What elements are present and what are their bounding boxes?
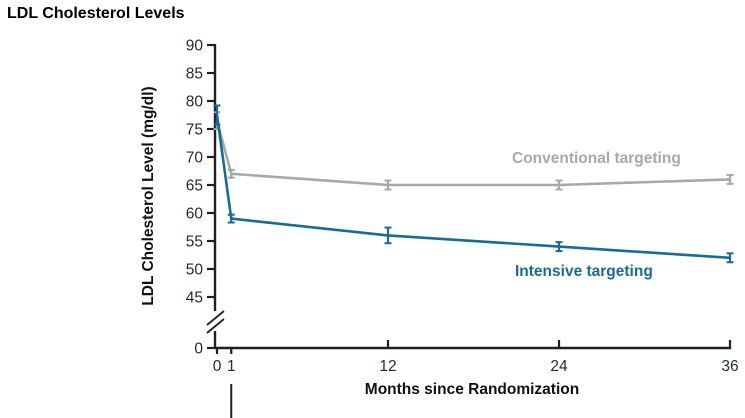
axis-break-slash — [206, 310, 225, 326]
x-axis-label: Months since Randomization — [364, 381, 580, 398]
chart-title: LDL Cholesterol Levels — [7, 5, 185, 22]
axis-break-slash — [206, 318, 225, 334]
series-label-intensive: Intensive targeting — [515, 263, 653, 280]
intensive-series-line — [215, 114, 731, 260]
x-tick-label: 24 — [550, 358, 568, 375]
y-tick-label: 65 — [186, 178, 203, 195]
y-tick-label: 70 — [186, 150, 204, 167]
x-tick-label: 0 — [213, 358, 222, 375]
x-tick-label: 12 — [379, 358, 396, 375]
y-tick-label: 50 — [186, 262, 204, 279]
y-tick-label: 90 — [186, 38, 204, 55]
y-tick-label: 80 — [186, 94, 204, 111]
x-tick-label: 36 — [721, 358, 738, 375]
y-tick-label: 55 — [186, 234, 203, 251]
x-tick-label: 1 — [227, 358, 236, 375]
y-tick-label: 85 — [186, 66, 203, 83]
y-tick-label-zero: 0 — [194, 341, 203, 358]
y-tick-label: 75 — [186, 122, 203, 139]
y-tick-label: 60 — [186, 206, 204, 223]
conventional-series-line — [215, 120, 731, 187]
y-tick-label: 45 — [186, 290, 203, 307]
series-label-conventional: Conventional targeting — [512, 150, 681, 167]
